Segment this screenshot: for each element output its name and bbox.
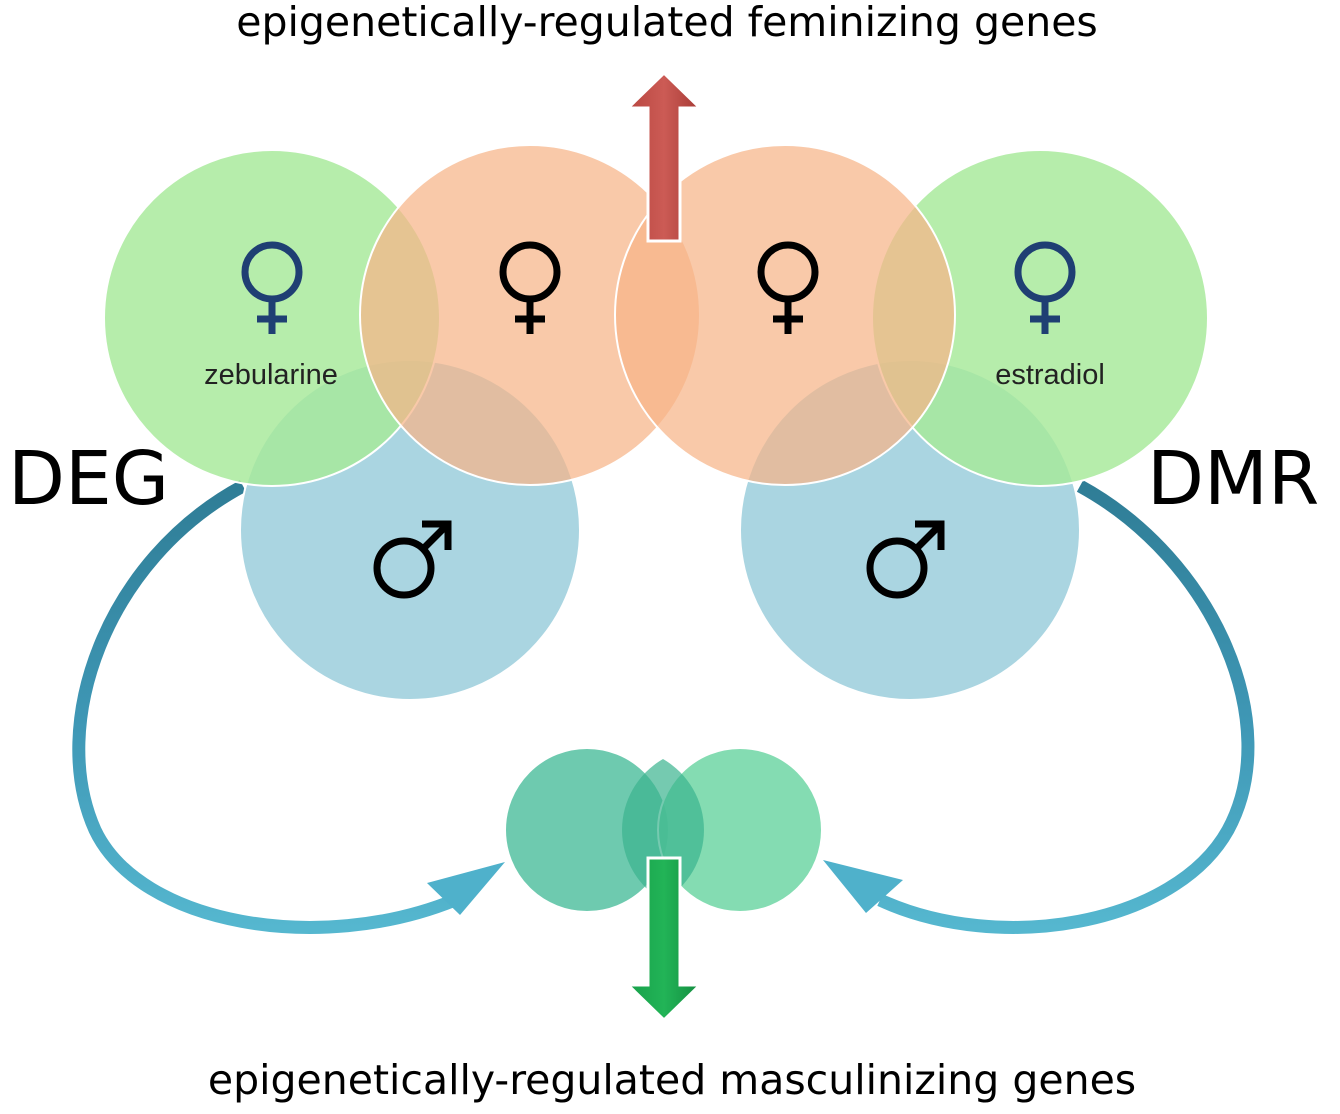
left-curved-arrow: [72, 480, 505, 934]
venus-icon: [241, 241, 303, 334]
venus-icon: [499, 241, 561, 334]
title-top: epigenetically-regulated feminizing gene…: [236, 0, 1098, 46]
dmr-label: DMR: [1147, 436, 1319, 522]
title-bottom: epigenetically-regulated masculinizing g…: [208, 1056, 1136, 1104]
venus-icon: [1014, 241, 1076, 334]
estradiol-label: estradiol: [995, 359, 1105, 391]
zebularine-label: zebularine: [204, 359, 338, 391]
deg-label: DEG: [8, 436, 169, 522]
left-arrowhead: [427, 862, 505, 915]
mars-icon: [373, 520, 452, 599]
mars-icon: [866, 520, 945, 599]
up-arrow: [624, 70, 704, 243]
right-arrowhead: [823, 860, 903, 913]
right-curved-arrow: [823, 480, 1255, 934]
venus-icon: [757, 241, 819, 334]
bottom-circle-overlap: [622, 759, 704, 901]
down-arrow: [624, 856, 704, 1023]
